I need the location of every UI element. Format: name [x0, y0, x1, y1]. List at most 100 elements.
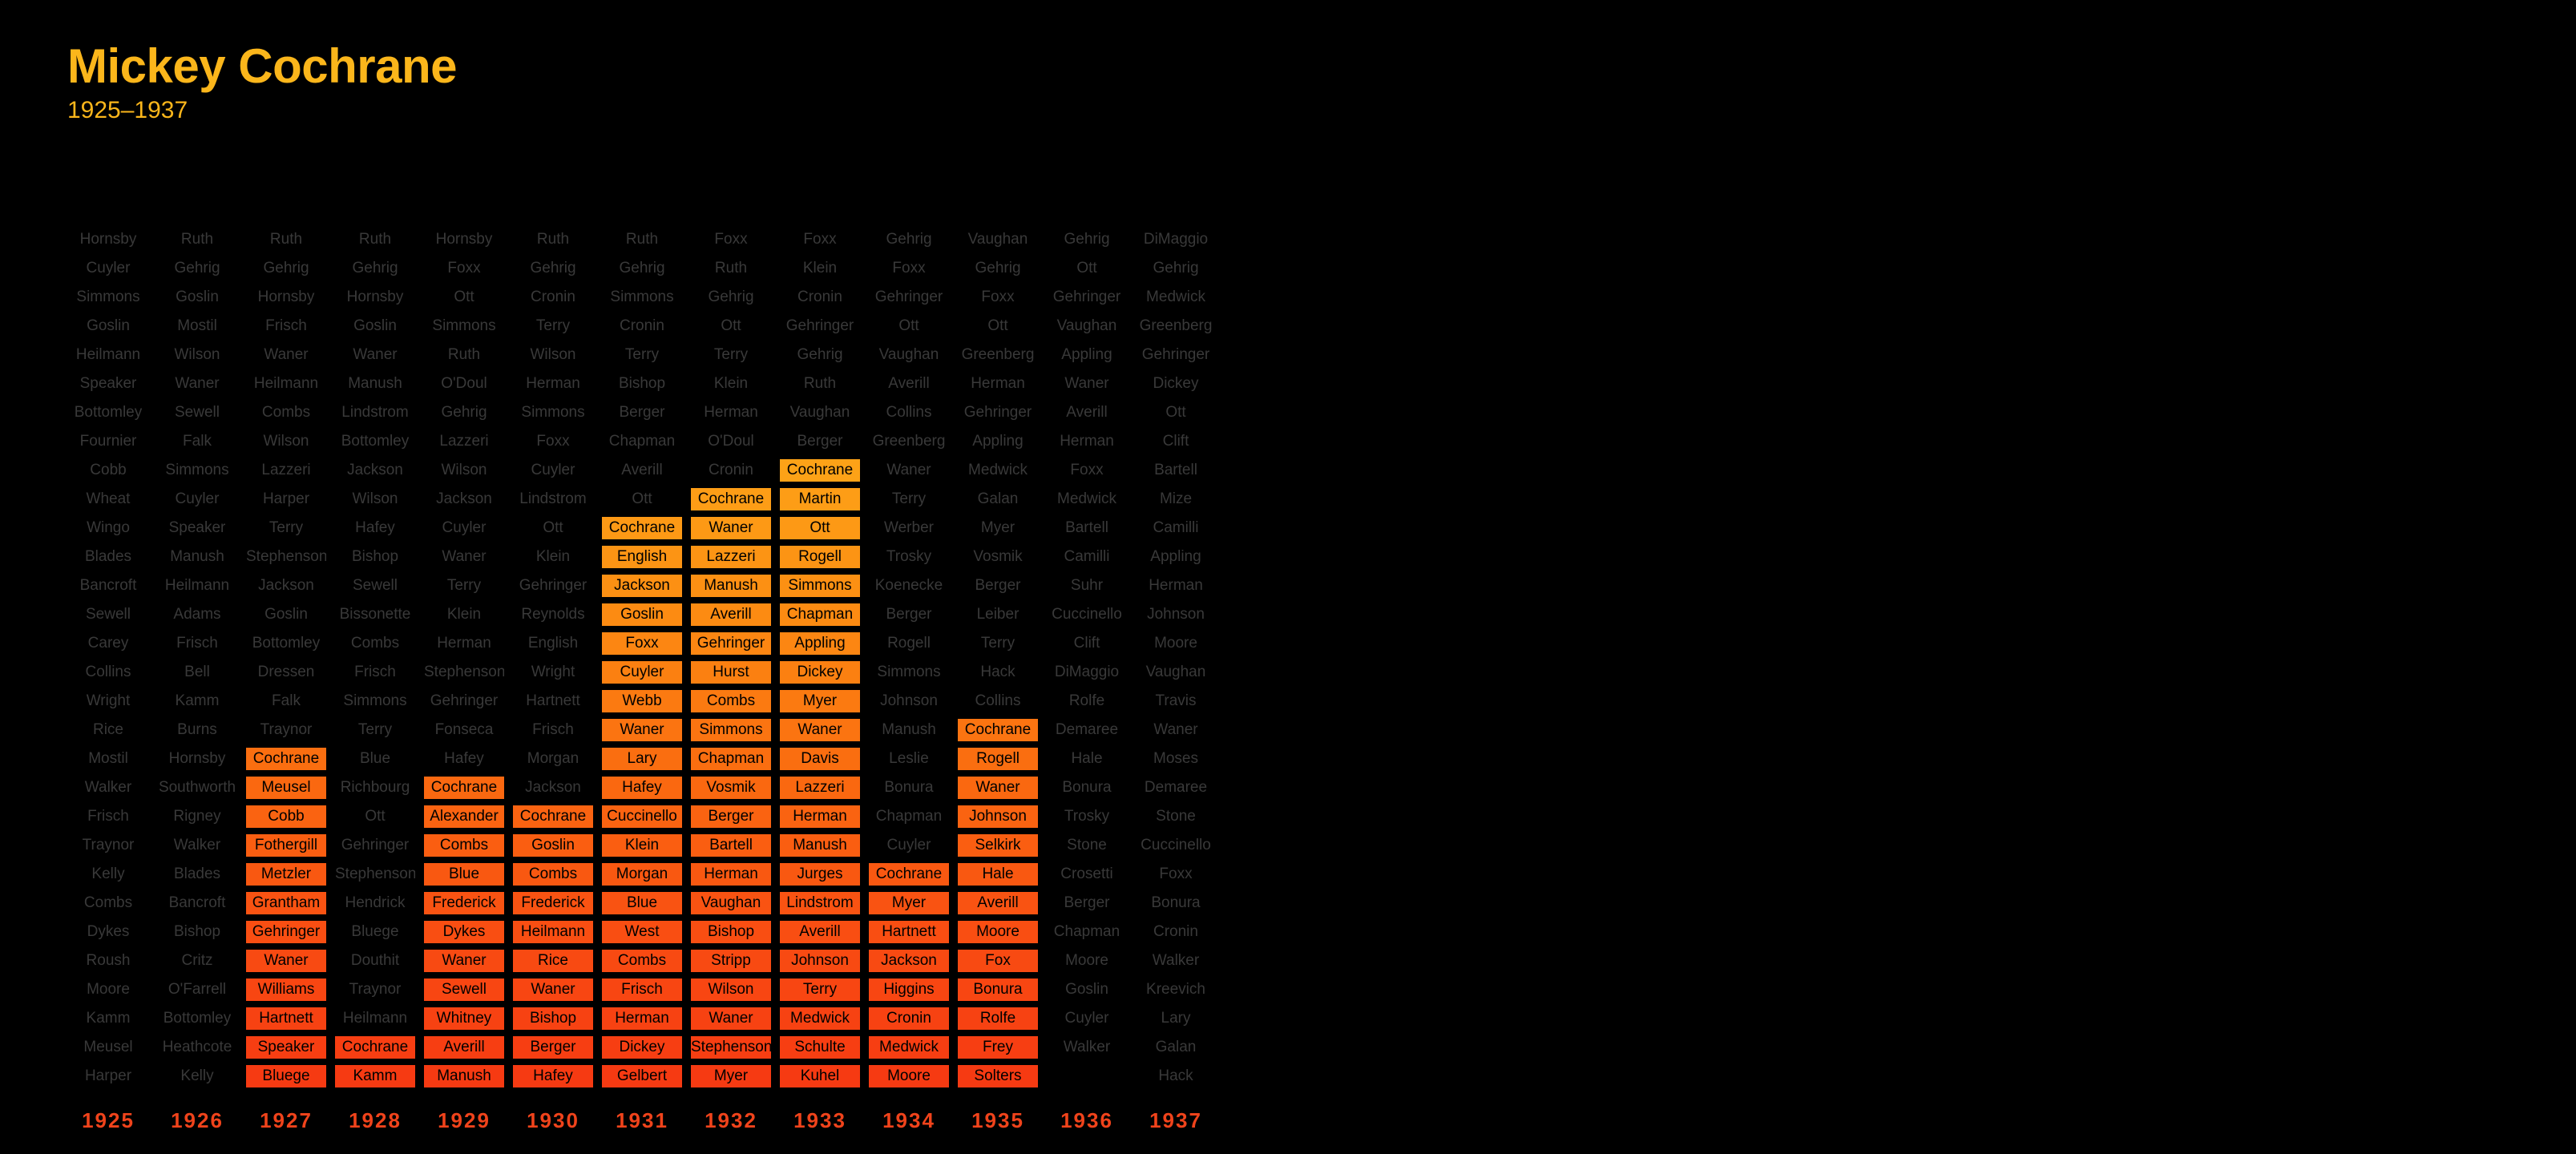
- player-cell: Greenberg: [872, 433, 946, 450]
- player-cell: Kreevich: [1146, 981, 1205, 998]
- player-cell: Stone: [1156, 808, 1196, 825]
- player-cell: Herman: [691, 863, 771, 886]
- player-cell: Medwick: [1146, 288, 1205, 305]
- player-cell: Goslin: [87, 317, 130, 334]
- player-cell: Hornsby: [79, 231, 137, 248]
- player-cell: Sewell: [86, 606, 131, 623]
- player-cell: Lindstrom: [780, 892, 860, 914]
- player-cell: Greenberg: [961, 346, 1035, 363]
- player-cell: Gehringer: [963, 404, 1032, 421]
- player-cell: Cuyler: [86, 260, 131, 276]
- player-cell: Blue: [602, 892, 682, 914]
- player-cell: O'Doul: [708, 433, 754, 450]
- player-cell: Vaughan: [789, 404, 850, 421]
- player-cell: Foxx: [536, 433, 570, 450]
- player-cell: Medwick: [869, 1036, 949, 1059]
- player-cell: Bonura: [884, 779, 934, 796]
- player-cell: Lary: [602, 748, 682, 770]
- player-cell: Rogell: [887, 635, 931, 652]
- player-cell: Suhr: [1070, 577, 1104, 594]
- player-cell: Terry: [535, 317, 571, 334]
- player-cell: Gehringer: [341, 837, 410, 853]
- player-cell: Blue: [424, 863, 504, 886]
- player-cell: O'Farrell: [168, 981, 227, 998]
- player-cell: Cochrane: [246, 748, 326, 770]
- player-cell: Cochrane: [424, 777, 504, 799]
- page-subtitle: 1925–1937: [67, 97, 188, 123]
- player-cell: Cochrane: [602, 517, 682, 539]
- player-cell: Waner: [175, 375, 220, 392]
- player-cell: Gehringer: [785, 317, 854, 334]
- player-cell: Herman: [602, 1007, 682, 1030]
- player-cell: Rice: [513, 950, 593, 972]
- player-cell: Hale: [958, 863, 1038, 886]
- player-cell: Koenecke: [874, 577, 943, 594]
- player-cell: Mostil: [88, 750, 128, 767]
- player-cell: Alexander: [424, 805, 504, 828]
- player-cell: Manush: [348, 375, 402, 392]
- player-cell: Richbourg: [340, 779, 410, 796]
- player-cell: Moore: [1154, 635, 1197, 652]
- player-cell: Hale: [1071, 750, 1103, 767]
- player-cell: Herman: [437, 635, 491, 652]
- player-cell: DiMaggio: [1143, 231, 1209, 248]
- player-cell: Vaughan: [691, 892, 771, 914]
- player-cell: Cobb: [246, 805, 326, 828]
- player-cell: Frisch: [354, 664, 396, 680]
- player-cell: Gehrig: [886, 231, 932, 248]
- player-cell: Ruth: [536, 231, 570, 248]
- player-cell: Gehringer: [430, 692, 499, 709]
- player-cell: Combs: [691, 690, 771, 712]
- player-cell: Ott: [1165, 404, 1186, 421]
- player-cell: Walker: [173, 837, 221, 853]
- player-cell: Chapman: [1053, 923, 1120, 940]
- player-cell: Cuccinello: [1052, 606, 1122, 623]
- player-cell: Berger: [691, 805, 771, 828]
- player-cell: Gehrig: [530, 260, 576, 276]
- player-cell: Burns: [177, 721, 217, 738]
- player-cell: Jackson: [602, 575, 682, 597]
- player-cell: Vaughan: [878, 346, 939, 363]
- player-cell: Herman: [526, 375, 580, 392]
- player-cell: Herman: [1060, 433, 1114, 450]
- player-cell: Jackson: [525, 779, 581, 796]
- player-cell: Demaree: [1144, 779, 1208, 796]
- player-cell: Frisch: [602, 978, 682, 1001]
- player-cell: Cochrane: [780, 459, 860, 482]
- player-cell: Heathcote: [162, 1039, 232, 1055]
- player-cell: Dickey: [780, 661, 860, 684]
- player-cell: Waner: [1064, 375, 1109, 392]
- player-cell: Ott: [721, 317, 741, 334]
- player-cell: Cronin: [869, 1007, 949, 1030]
- player-cell: Berger: [1064, 894, 1110, 911]
- player-cell: Goslin: [1065, 981, 1108, 998]
- player-cell: Heilmann: [513, 921, 593, 943]
- player-cell: Heilmann: [253, 375, 319, 392]
- player-cell: Falk: [183, 433, 212, 450]
- player-cell: Morgan: [602, 863, 682, 886]
- player-cell: Goslin: [264, 606, 308, 623]
- player-cell: Kamm: [335, 1065, 415, 1087]
- player-cell: Hornsby: [346, 288, 404, 305]
- player-cell: Averill: [780, 921, 860, 943]
- player-cell: Myer: [780, 690, 860, 712]
- year-label: 1934: [882, 1108, 935, 1132]
- player-cell: Waner: [424, 950, 504, 972]
- player-cell: Combs: [602, 950, 682, 972]
- player-cell: Terry: [891, 490, 927, 507]
- player-cell: Medwick: [968, 462, 1028, 478]
- player-cell: Waner: [264, 346, 309, 363]
- player-cell: Cuyler: [531, 462, 575, 478]
- player-cell: Simmons: [521, 404, 585, 421]
- player-cell: Higgins: [869, 978, 949, 1001]
- player-cell: Gehrig: [975, 260, 1021, 276]
- player-cell: Berger: [975, 577, 1021, 594]
- player-cell: Stephenson: [335, 866, 415, 882]
- player-cell: Ott: [987, 317, 1008, 334]
- player-cell: Vosmik: [973, 548, 1023, 565]
- player-cell: Walker: [1063, 1039, 1111, 1055]
- player-cell: Leiber: [976, 606, 1019, 623]
- player-cell: Simmons: [877, 664, 941, 680]
- player-cell: Hafey: [355, 519, 395, 536]
- player-cell: Simmons: [691, 719, 771, 741]
